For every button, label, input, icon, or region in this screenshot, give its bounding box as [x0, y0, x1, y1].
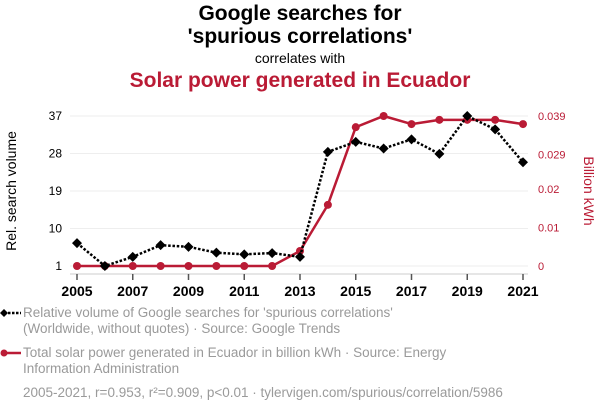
data-point-solar [184, 262, 193, 270]
y-tick-label-left: 37 [49, 109, 63, 123]
data-point-solar [407, 120, 416, 129]
legend-text-google-line1: Relative volume of Google searches for '… [23, 305, 393, 320]
y-axis-title-right: Billion kWh [581, 156, 597, 225]
data-point-google [183, 241, 194, 252]
legend-text-google-line2: (Worldwide, without quotes) · Source: Go… [23, 321, 341, 336]
data-point-google [72, 238, 82, 249]
legend-text-solar-line1: Total solar power generated in Ecuador i… [23, 345, 447, 360]
data-point-google [406, 134, 417, 145]
series-google-searches [72, 111, 528, 271]
chart-title-line: Google searches for 'spurious correlatio… [187, 2, 413, 48]
data-point-solar [296, 247, 304, 255]
legend-item-google-searches: Relative volume of Google searches for '… [0, 305, 600, 337]
data-point-google [127, 251, 138, 262]
data-point-solar [73, 262, 81, 270]
data-point-solar [156, 262, 165, 270]
gridlines [70, 115, 528, 267]
data-point-solar [212, 262, 221, 270]
chart-title-secondary: Solar power generated in Ecuador [129, 69, 471, 92]
x-tick-label: 2007 [117, 283, 148, 299]
data-point-solar [351, 123, 360, 132]
chart-subtitle: correlates with [254, 50, 346, 66]
data-point-google [518, 157, 528, 168]
y-tick-label-right: 0 [538, 261, 544, 273]
y-tick-label-left: 1 [55, 259, 62, 273]
data-point-google [155, 240, 166, 251]
legend-marker-line-circle-icon [0, 349, 21, 357]
x-tick-label: 2021 [507, 283, 538, 299]
data-point-solar [519, 120, 527, 129]
legend: Relative volume of Google searches for '… [0, 305, 600, 401]
chart-title: Google searches for 'spurious correlatio… [0, 2, 600, 48]
data-point-google [378, 143, 389, 154]
x-tick-label: 2009 [173, 283, 204, 299]
x-tick-label: 2015 [340, 283, 371, 299]
data-point-solar [435, 115, 444, 124]
legend-marker-dotted-diamond-icon [0, 309, 21, 317]
data-point-google [434, 148, 445, 159]
right-y-axis: 0 0.01 0.02 0.029 0.039 [538, 111, 566, 273]
y-tick-label-right: 0.039 [538, 111, 566, 123]
x-tick-label: 2017 [396, 283, 427, 299]
x-tick-label: 2013 [284, 283, 315, 299]
y-tick-label-left: 10 [49, 222, 63, 236]
data-point-solar [240, 262, 249, 270]
data-point-google [295, 251, 305, 262]
left-y-axis: 1 10 19 28 37 [49, 109, 63, 273]
data-point-solar [379, 112, 388, 120]
y-axis-title-left: Rel. search volume [3, 131, 19, 251]
data-point-google [490, 124, 501, 135]
x-tick-label: 2019 [452, 283, 483, 299]
y-tick-label-right: 0.01 [538, 223, 559, 235]
x-tick-label: 2011 [229, 283, 260, 299]
data-point-google [322, 146, 333, 157]
series-line-google [76, 114, 524, 268]
y-tick-label-right: 0.029 [538, 149, 566, 161]
x-tick-label: 2005 [61, 283, 92, 299]
data-point-google [267, 248, 278, 259]
data-point-solar [128, 262, 137, 270]
y-tick-label-left: 28 [49, 147, 63, 161]
data-point-solar [268, 262, 277, 270]
data-point-google [239, 249, 250, 260]
y-tick-label-left: 19 [49, 184, 63, 198]
footer-stats: 2005-2021, r=0.953, r²=0.909, p<0.01 · t… [23, 385, 503, 400]
y-tick-label-right: 0.02 [538, 184, 559, 196]
legend-text-solar-line2: Information Administration [23, 361, 180, 376]
data-point-solar [323, 200, 332, 209]
x-axis: 2005 2007 2009 2011 2013 2015 2017 2019 2021 [61, 274, 539, 299]
data-point-google [462, 111, 473, 121]
data-point-google [350, 136, 361, 147]
data-point-solar [491, 115, 500, 124]
legend-item-solar-power: Total solar power generated in Ecuador i… [0, 345, 600, 377]
data-point-google [211, 247, 222, 258]
data-point-google [99, 261, 110, 271]
